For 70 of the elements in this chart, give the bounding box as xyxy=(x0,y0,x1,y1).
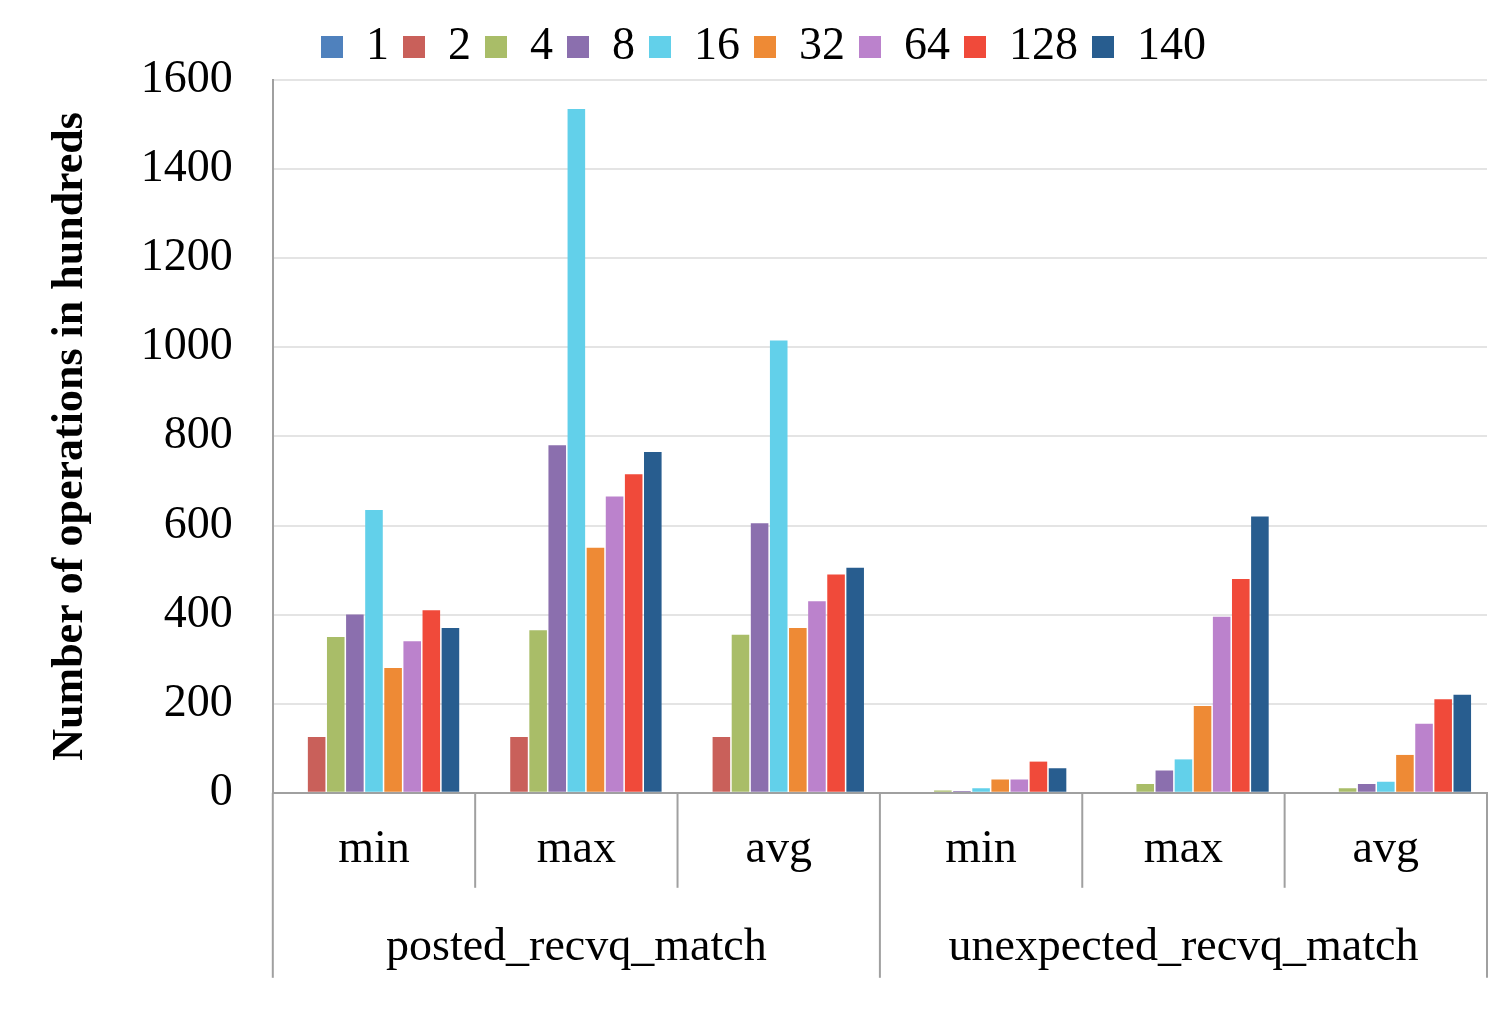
bar xyxy=(307,737,326,792)
bar xyxy=(750,523,769,792)
x-tick-label: min xyxy=(945,821,1017,873)
bar xyxy=(991,779,1009,792)
bar xyxy=(1453,694,1472,792)
bar xyxy=(586,547,605,792)
y-tick-label: 0 xyxy=(209,763,233,815)
legend-label: 32 xyxy=(799,18,845,70)
bar xyxy=(1212,616,1231,792)
y-tick-label: 1600 xyxy=(140,51,233,103)
bar xyxy=(789,627,807,792)
y-tick-label: 200 xyxy=(163,674,233,726)
x-tick-label: avg xyxy=(745,821,812,873)
bar xyxy=(441,627,460,792)
bar xyxy=(1434,699,1452,792)
bar xyxy=(1415,723,1433,792)
text: unexpected_recvq_match xyxy=(948,918,1419,970)
bar xyxy=(1193,705,1212,792)
legend-label: 2 xyxy=(448,18,471,70)
bar xyxy=(1155,770,1174,792)
y-tick-label: 800 xyxy=(163,407,233,459)
bar xyxy=(567,108,586,792)
bar xyxy=(384,668,402,792)
bar xyxy=(1010,779,1029,792)
bar xyxy=(712,737,731,792)
bar xyxy=(1136,783,1155,792)
y-axis-title: Number of operations in hundreds xyxy=(42,112,92,761)
legend-label: 140 xyxy=(1137,18,1206,70)
bar xyxy=(1174,759,1193,792)
x-tick-label: min xyxy=(338,821,410,873)
bar xyxy=(422,610,441,792)
bar xyxy=(624,474,643,792)
text: posted_recvq_match xyxy=(386,918,767,970)
x-tick-label: avg xyxy=(1352,821,1420,873)
bar xyxy=(365,509,383,792)
bar xyxy=(1029,761,1048,792)
bar xyxy=(403,641,421,792)
bar xyxy=(1251,516,1269,792)
bar xyxy=(644,451,662,792)
legend-label: 64 xyxy=(904,18,950,70)
legend-label: 1 xyxy=(366,18,389,70)
bar xyxy=(605,496,624,792)
bar xyxy=(1338,788,1357,792)
bar xyxy=(510,737,528,792)
bar xyxy=(808,601,826,792)
x-tick-label: max xyxy=(1143,821,1224,873)
legend-label: 4 xyxy=(530,18,553,70)
y-tick-label: 1400 xyxy=(140,140,233,192)
bar xyxy=(529,630,547,792)
bar xyxy=(346,614,364,792)
y-tick-label: 1200 xyxy=(140,229,233,281)
bar xyxy=(1232,578,1250,792)
bar xyxy=(1377,781,1395,792)
bar xyxy=(1357,783,1376,792)
bar xyxy=(769,340,788,792)
x-tick-label: max xyxy=(536,821,616,873)
legend-label: 16 xyxy=(694,18,740,70)
y-tick-label: 1000 xyxy=(140,318,233,370)
bar xyxy=(326,636,345,792)
bar xyxy=(1396,754,1414,792)
bar xyxy=(1048,768,1067,792)
bar xyxy=(731,634,750,792)
y-tick-label: 400 xyxy=(163,585,233,637)
y-tick-label: 600 xyxy=(163,496,233,548)
legend-label: 8 xyxy=(612,18,635,70)
legend-label: 128 xyxy=(1009,18,1078,70)
bar xyxy=(846,567,864,792)
bar xyxy=(827,574,845,792)
bar xyxy=(548,445,567,792)
bar xyxy=(972,788,990,792)
